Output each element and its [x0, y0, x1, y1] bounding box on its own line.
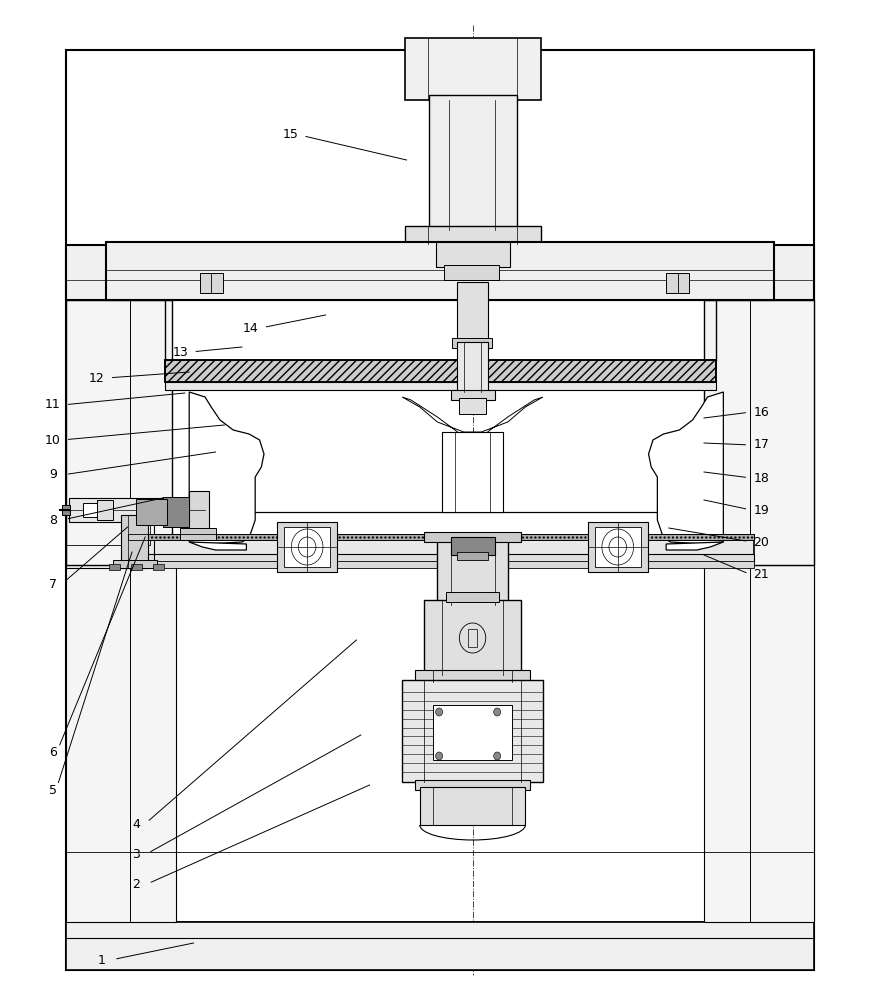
Bar [165, 360, 716, 382]
Bar [704, 300, 814, 565]
Bar [113, 560, 157, 568]
Text: 18: 18 [753, 472, 769, 485]
Bar [457, 552, 488, 560]
Bar [131, 564, 142, 570]
Text: 9: 9 [49, 468, 56, 482]
Text: 17: 17 [753, 438, 769, 452]
Bar [415, 670, 530, 682]
Text: 8: 8 [48, 514, 57, 526]
Text: 12: 12 [89, 371, 105, 384]
Bar [444, 265, 499, 280]
Bar [153, 564, 164, 570]
Bar [451, 390, 495, 400]
Bar [459, 398, 486, 414]
Bar [436, 242, 510, 267]
Bar [128, 534, 754, 540]
Text: 21: 21 [753, 568, 769, 582]
Bar [128, 554, 754, 562]
Bar [457, 282, 488, 340]
Bar [109, 564, 120, 570]
Bar [437, 535, 508, 605]
Bar [66, 510, 150, 545]
Bar [402, 680, 543, 782]
Bar [200, 273, 223, 293]
Bar [180, 528, 216, 540]
Bar [452, 338, 492, 348]
Text: 11: 11 [45, 398, 61, 412]
Polygon shape [666, 542, 723, 550]
Text: 5: 5 [48, 784, 57, 796]
Circle shape [494, 708, 501, 716]
Bar [69, 498, 205, 522]
Bar [165, 382, 716, 390]
Circle shape [494, 752, 501, 760]
Text: 4: 4 [133, 818, 140, 832]
Polygon shape [649, 392, 723, 544]
Polygon shape [402, 397, 543, 437]
Bar [424, 532, 521, 542]
Bar [62, 505, 70, 515]
Bar [128, 561, 754, 568]
Text: 19: 19 [753, 504, 769, 516]
Circle shape [436, 708, 443, 716]
Bar [246, 512, 666, 550]
Polygon shape [189, 392, 264, 544]
Bar [83, 503, 100, 517]
Bar [442, 432, 503, 512]
Bar [189, 491, 209, 533]
Bar [457, 342, 488, 392]
Bar [136, 499, 167, 525]
Bar [595, 527, 641, 567]
Circle shape [436, 752, 443, 760]
Text: 16: 16 [753, 406, 769, 418]
Bar [458, 346, 485, 360]
Bar [66, 565, 814, 922]
Bar [165, 360, 716, 382]
Bar [128, 534, 754, 540]
Text: 1: 1 [98, 954, 105, 966]
Text: 3: 3 [133, 848, 140, 861]
Bar [66, 922, 814, 970]
Text: 15: 15 [282, 128, 298, 141]
Bar [66, 510, 154, 568]
Bar [284, 527, 330, 567]
Bar [451, 537, 495, 555]
Polygon shape [189, 542, 246, 550]
Bar [666, 273, 689, 293]
Bar [66, 300, 172, 565]
Bar [66, 565, 176, 922]
Bar [468, 629, 477, 647]
Bar [128, 537, 754, 555]
Bar [588, 522, 648, 572]
Bar [66, 245, 814, 300]
Bar [97, 500, 113, 520]
Text: 13: 13 [172, 346, 188, 359]
Bar [106, 242, 774, 300]
Text: 6: 6 [49, 746, 56, 758]
Text: 10: 10 [45, 434, 61, 446]
Bar [446, 592, 499, 602]
Text: 2: 2 [133, 879, 140, 892]
Text: 7: 7 [48, 578, 57, 591]
Bar [420, 787, 525, 825]
Text: 14: 14 [243, 322, 259, 334]
Bar [429, 95, 517, 230]
Bar [405, 226, 541, 244]
Bar [433, 705, 512, 760]
Bar [704, 565, 814, 922]
Bar [415, 780, 530, 790]
Bar [424, 600, 521, 675]
Bar [277, 522, 337, 572]
Bar [405, 38, 541, 100]
Bar [66, 50, 814, 970]
Bar [121, 515, 148, 568]
Bar [163, 497, 189, 527]
Text: 20: 20 [753, 536, 769, 548]
